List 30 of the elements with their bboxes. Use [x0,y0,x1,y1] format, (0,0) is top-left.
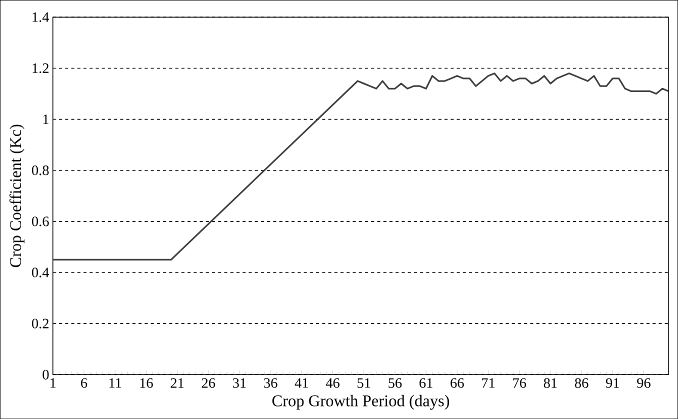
x-tick-label: 76 [513,378,526,388]
x-tick-label: 1 [50,378,56,388]
x-tick-label: 71 [482,378,495,388]
x-axis-title: Crop Growth Period (days) [272,394,450,410]
y-tick-label: 1.4 [32,12,50,22]
y-tick-label: 0 [42,370,49,380]
x-tick-label: 46 [326,378,340,388]
x-tick-label: 56 [388,378,402,388]
x-tick-label: 26 [202,378,216,388]
x-tick-label: 91 [606,378,619,388]
x-tick-label: 51 [358,378,370,388]
y-tick-label: 0.8 [32,165,49,176]
x-tick-label: 6 [81,378,88,388]
x-tick-label: 66 [450,378,464,388]
y-axis-title: Crop Coefficient (Kc) [9,124,24,268]
y-tick-label: 1.2 [32,63,48,73]
x-tick-label: 31 [233,378,246,388]
x-tick-label: 81 [544,378,557,388]
x-tick-label: 86 [574,378,588,388]
x-tick-label: 61 [420,378,432,388]
y-tick-label: 1 [43,114,48,124]
y-tick-label: 0.6 [32,216,49,226]
x-tick-label: 16 [140,378,153,388]
x-tick-label: 96 [637,378,650,388]
x-tick-label: 41 [294,378,308,388]
x-tick-label: 36 [264,378,278,388]
y-tick-label: 0.2 [32,318,48,328]
x-tick-label: 11 [109,378,122,388]
x-tick-label: 21 [170,378,184,388]
y-tick-label: 0.4 [32,268,50,278]
